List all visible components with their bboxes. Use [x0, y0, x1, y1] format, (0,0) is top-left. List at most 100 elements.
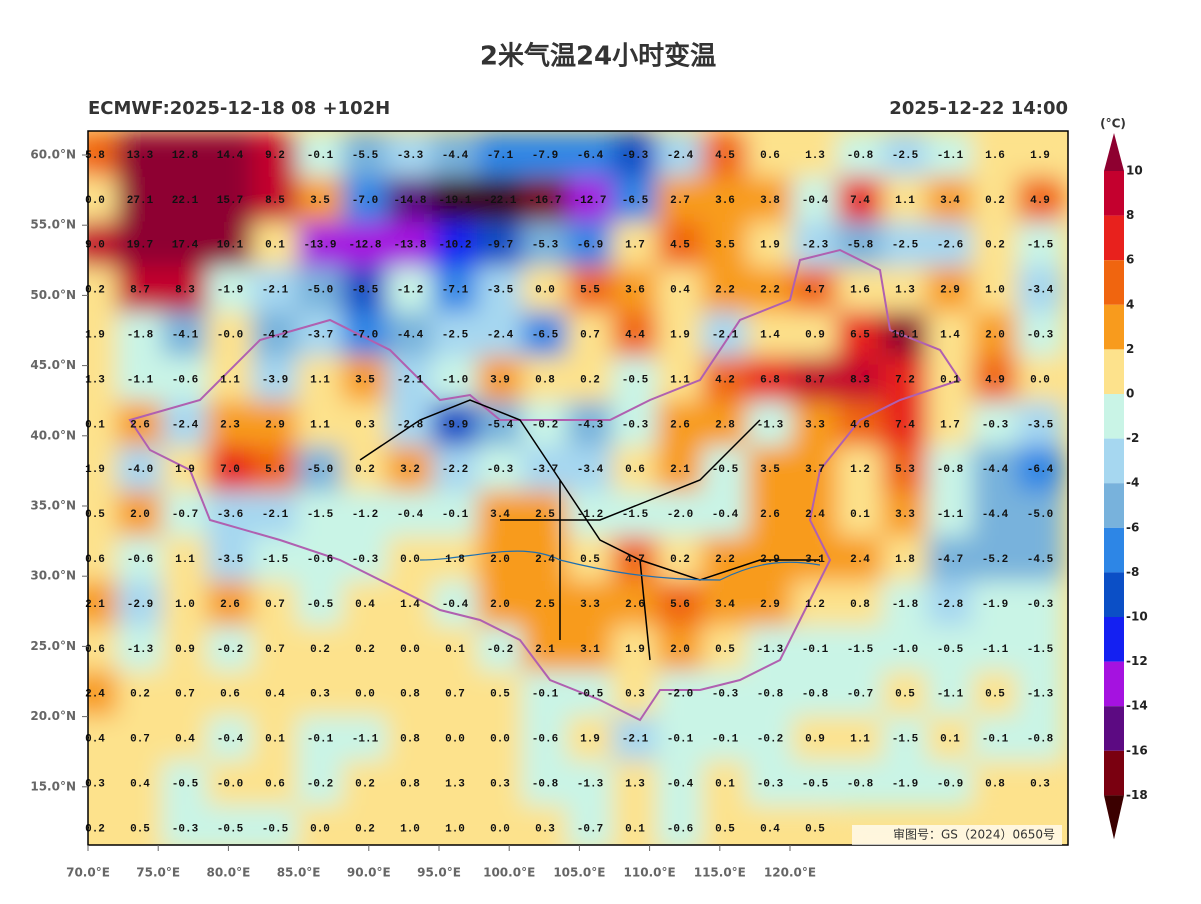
grid-value: 1.9 [760, 240, 780, 252]
grid-value: 0.1 [850, 509, 870, 521]
grid-value: -3.5 [487, 285, 514, 297]
grid-value: 4.7 [805, 285, 825, 297]
field-cell [162, 221, 208, 268]
field-cell [342, 221, 388, 268]
field-cell [432, 491, 478, 538]
field-cell [792, 805, 838, 845]
grid-value: 1.9 [580, 734, 600, 746]
grid-value: -1.8 [892, 599, 919, 611]
field-cell [837, 356, 883, 403]
grid-value: -0.5 [622, 374, 649, 386]
grid-value: 1.3 [895, 285, 915, 297]
field-cell [432, 266, 478, 313]
field-cell [702, 805, 748, 845]
field-cell [387, 132, 433, 178]
grid-value: -5.0 [307, 285, 333, 297]
grid-value: -1.3 [757, 644, 784, 656]
grid-value: 1.8 [895, 554, 915, 566]
grid-value: 1.2 [805, 599, 825, 611]
field-cell [297, 446, 343, 493]
grid-value: 0.6 [85, 554, 105, 566]
grid-value: 1.9 [1030, 150, 1050, 162]
field-cell [612, 221, 658, 268]
field-cell [792, 446, 838, 493]
grid-value: 2.6 [625, 599, 645, 611]
field-cell [252, 625, 298, 672]
grid-value: 1.9 [625, 644, 645, 656]
field-cell [837, 266, 883, 313]
grid-value: 3.5 [310, 195, 330, 207]
field-cell [207, 536, 253, 583]
field-cell [837, 760, 883, 807]
field-cell [88, 670, 118, 717]
grid-value: -0.3 [1027, 599, 1054, 611]
field-cell [477, 491, 523, 538]
grid-value: 0.8 [400, 689, 420, 701]
field-cell [252, 670, 298, 717]
field-cell [117, 625, 163, 672]
grid-value: 0.2 [355, 644, 375, 656]
field-cell [342, 132, 388, 178]
lon-tick-label: 115.0°E [694, 866, 746, 880]
grid-value: 0.1 [265, 240, 285, 252]
grid-value: 7.4 [895, 419, 915, 431]
grid-value: 2.1 [670, 464, 690, 476]
grid-value: -1.5 [1027, 644, 1054, 656]
field-cell [432, 625, 478, 672]
field-cell [342, 176, 388, 223]
grid-value: -13.9 [303, 240, 336, 252]
colorbar-band [1104, 617, 1124, 662]
grid-value: -2.5 [892, 150, 919, 162]
field-cell [252, 760, 298, 807]
field-cell [567, 715, 613, 762]
grid-value: -1.0 [442, 374, 468, 386]
field-cell [252, 715, 298, 762]
field-cell [387, 670, 433, 717]
grid-value: 0.1 [445, 644, 465, 656]
grid-value: 0.4 [175, 734, 195, 746]
grid-value: 2.2 [760, 285, 780, 297]
grid-value: 9.0 [85, 240, 105, 252]
grid-value: 0.3 [490, 779, 510, 791]
grid-value: -1.3 [757, 419, 784, 431]
field-cell [567, 670, 613, 717]
field-cell [432, 715, 478, 762]
colorbar-label: 10 [1126, 164, 1143, 178]
field-cell [1017, 221, 1063, 268]
field-cell [252, 805, 298, 845]
field-cell [702, 625, 748, 672]
field-cell [972, 266, 1018, 313]
grid-value: -5.3 [532, 240, 559, 252]
field-cell [387, 221, 433, 268]
field-cell [657, 670, 703, 717]
grid-value: 0.5 [490, 689, 510, 701]
field-cell [207, 805, 253, 845]
colorbar-band [1104, 750, 1124, 796]
grid-value: 5.3 [895, 464, 915, 476]
lat-tick-label: 55.0°N [30, 218, 76, 232]
field-cell [792, 311, 838, 358]
grid-value: 1.1 [175, 554, 195, 566]
grid-value: -0.2 [487, 644, 513, 656]
field-cell [882, 311, 928, 358]
field-cell [342, 625, 388, 672]
field-cell [88, 446, 118, 493]
grid-value: -3.5 [217, 554, 244, 566]
field-cell [927, 536, 973, 583]
colorbar-label: -14 [1126, 699, 1148, 713]
grid-value: -4.4 [982, 464, 1009, 476]
grid-value: 2.4 [85, 689, 105, 701]
field-cell [747, 266, 793, 313]
field-cell [207, 311, 253, 358]
grid-value: -2.1 [712, 330, 739, 342]
grid-value: -0.8 [757, 689, 784, 701]
colorbar-band [1104, 260, 1124, 305]
field-cell [252, 401, 298, 448]
field-cell [477, 446, 523, 493]
colorbar-label: -4 [1126, 476, 1139, 490]
grid-value: 0.2 [985, 195, 1005, 207]
grid-value: -0.5 [307, 599, 334, 611]
field-cell [927, 311, 973, 358]
grid-value: 0.7 [265, 599, 285, 611]
field-cell [117, 266, 163, 313]
